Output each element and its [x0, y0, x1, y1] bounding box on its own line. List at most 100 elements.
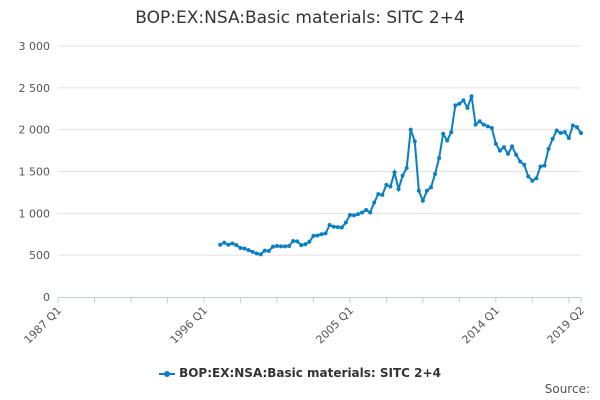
data-point [319, 232, 324, 237]
data-point [514, 152, 519, 157]
data-point [266, 248, 271, 253]
data-point [416, 188, 421, 193]
data-point [246, 248, 251, 253]
data-point [283, 244, 288, 249]
data-point [230, 241, 235, 246]
data-point [501, 145, 506, 150]
data-point [570, 123, 575, 128]
data-point [303, 242, 308, 247]
data-point [433, 172, 438, 177]
data-point [534, 176, 539, 181]
data-point [238, 246, 243, 251]
data-point [351, 213, 356, 218]
data-point [347, 213, 352, 218]
data-point [522, 162, 527, 167]
data-point [493, 141, 498, 146]
data-point [485, 124, 490, 129]
data-point [384, 182, 389, 187]
data-point [473, 122, 478, 127]
data-point [396, 187, 401, 192]
data-point [258, 252, 263, 257]
x-tick-label: 2005 Q1 [313, 304, 356, 347]
data-point [400, 173, 405, 178]
y-tick-label: 500 [29, 249, 50, 262]
data-point [530, 178, 535, 183]
data-point [497, 148, 502, 153]
data-point [218, 242, 223, 247]
data-point [254, 251, 259, 256]
data-point [574, 125, 579, 130]
data-point [222, 240, 227, 245]
data-point [445, 138, 450, 143]
data-point [510, 144, 515, 149]
data-point [356, 212, 361, 217]
x-tick-label: 1996 Q1 [168, 304, 211, 347]
x-tick-label: 1987 Q1 [22, 304, 65, 347]
y-tick-label: 1 500 [19, 166, 51, 179]
data-point [339, 225, 344, 230]
data-point [250, 249, 255, 254]
data-point [376, 192, 381, 197]
data-point [518, 159, 523, 164]
y-tick-label: 0 [43, 291, 50, 304]
data-point [437, 156, 442, 161]
data-point [360, 210, 365, 215]
data-point [408, 127, 413, 132]
data-point [461, 98, 466, 103]
data-point [388, 184, 393, 189]
y-tick-label: 3 000 [19, 40, 51, 53]
data-point [465, 105, 470, 110]
data-point [506, 151, 511, 156]
data-point [449, 130, 454, 135]
data-point [343, 220, 348, 225]
data-point [262, 248, 267, 253]
data-point [372, 200, 377, 205]
data-point [546, 146, 551, 151]
data-point [380, 192, 385, 197]
data-point [477, 119, 482, 124]
data-point [453, 103, 458, 108]
data-point [558, 131, 563, 136]
data-point [226, 242, 231, 247]
data-point [315, 233, 320, 238]
legend-swatch [159, 370, 176, 377]
legend-label: BOP:EX:NSA:Basic materials: SITC 2+4 [179, 366, 441, 380]
data-point [291, 238, 296, 243]
data-point [331, 224, 336, 229]
data-point [554, 128, 559, 133]
data-point [579, 131, 583, 136]
data-point [526, 174, 531, 179]
data-point [364, 207, 369, 212]
y-tick-label: 2 500 [19, 82, 51, 95]
data-point [489, 125, 494, 130]
data-point [295, 239, 300, 244]
data-point [368, 210, 373, 215]
data-point [242, 246, 247, 251]
legend[interactable]: BOP:EX:NSA:Basic materials: SITC 2+4 [0, 366, 600, 380]
data-point [469, 94, 474, 99]
y-tick-label: 1 000 [19, 207, 51, 220]
data-point [550, 136, 555, 141]
data-point [538, 164, 543, 169]
data-point [481, 122, 486, 127]
data-point [335, 225, 340, 230]
data-point [424, 188, 429, 193]
data-point [412, 139, 417, 144]
data-point [428, 185, 433, 190]
data-point [542, 163, 547, 168]
data-point [307, 239, 312, 244]
data-point [327, 223, 332, 228]
data-point [566, 136, 571, 141]
data-point [457, 101, 462, 106]
data-point [404, 166, 409, 171]
x-tick-label: 2014 Q1 [459, 304, 502, 347]
data-point [562, 130, 567, 135]
source-label: Source: [544, 382, 590, 396]
data-point [420, 198, 425, 203]
data-point [234, 243, 239, 248]
data-point [287, 243, 292, 248]
data-point [392, 170, 397, 175]
data-point [278, 244, 283, 249]
chart-title: BOP:EX:NSA:Basic materials: SITC 2+4 [135, 8, 465, 28]
data-point [311, 233, 316, 238]
